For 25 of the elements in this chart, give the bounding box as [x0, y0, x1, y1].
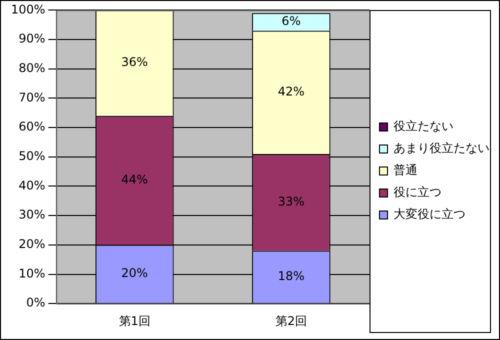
y-tick-label: 10%	[18, 266, 46, 280]
y-tick-label: 0%	[26, 296, 46, 310]
y-tick-label: 90%	[18, 32, 46, 46]
data-label: 20%	[121, 266, 148, 280]
y-tick-label: 80%	[18, 61, 46, 76]
x-tick-label: 第2回	[275, 314, 308, 328]
data-label: 44%	[121, 172, 148, 186]
legend-label: 普通	[394, 163, 418, 178]
y-tick-label: 20%	[18, 237, 46, 252]
legend-label: あまり役立たない	[394, 141, 490, 156]
data-label: 18%	[278, 269, 305, 284]
y-tick-label: 60%	[18, 120, 46, 134]
data-label: 6%	[282, 14, 301, 28]
legend-label: 役に立つ	[394, 185, 442, 200]
y-tick-label: 100%	[10, 2, 46, 16]
data-label: 42%	[278, 84, 305, 98]
y-tick-label: 40%	[18, 178, 46, 192]
x-tick-label: 第1回	[118, 314, 150, 328]
y-tick-label: 30%	[18, 208, 46, 222]
data-label: 33%	[278, 194, 305, 208]
legend-label: 大変役に立つ	[394, 207, 466, 222]
legend-label: 役立たない	[394, 119, 454, 134]
data-label: 36%	[121, 55, 148, 70]
y-tick-label: 50%	[18, 149, 46, 164]
y-tick-label: 70%	[18, 90, 46, 104]
